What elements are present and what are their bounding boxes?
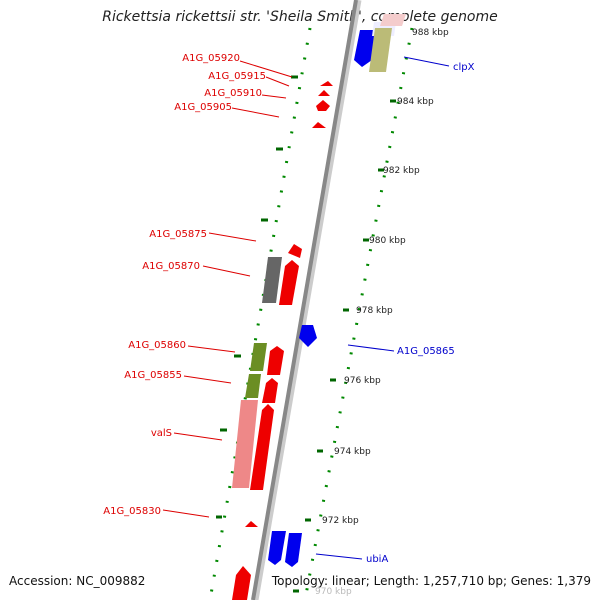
gene-A1G_05870[interactable]	[279, 260, 299, 305]
gene-label[interactable]: A1G_05905	[174, 102, 232, 113]
gene-ubiA[interactable]	[285, 533, 302, 567]
gene-A1G_05865[interactable]	[299, 325, 317, 347]
gene-label[interactable]: A1G_05830	[103, 506, 161, 517]
left-ticks	[216, 75, 298, 519]
gene-A1G_05875[interactable]	[288, 244, 302, 258]
gene-label[interactable]: A1G_05915	[208, 71, 266, 82]
gene-A1G_05870-gray[interactable]	[262, 257, 282, 303]
scale-ticks	[293, 99, 396, 593]
gene-label[interactable]: A1G_05865	[397, 346, 455, 357]
gene-A1G_05855[interactable]	[262, 378, 278, 403]
gene-label[interactable]: A1G_05855	[124, 370, 182, 381]
accession-text: Accession: NC_009882	[9, 574, 146, 588]
gene-clpX[interactable]	[369, 28, 392, 72]
gene-label[interactable]: clpX	[453, 62, 475, 73]
backbone-line	[251, 0, 358, 600]
gene-label[interactable]: A1G_05870	[142, 261, 200, 272]
scale-label: 972 kbp	[322, 516, 359, 526]
gene-label[interactable]: valS	[151, 428, 172, 439]
left-leaders	[162, 60, 293, 518]
gene-valS[interactable]	[250, 404, 274, 490]
gene-valS-pink[interactable]	[232, 400, 258, 488]
gene-bottom-red[interactable]	[232, 566, 251, 600]
gene-label[interactable]: ubiA	[366, 554, 388, 565]
scale-label: 978 kbp	[356, 306, 393, 316]
gene-top-pink[interactable]	[380, 14, 406, 26]
gene-label[interactable]: A1G_05910	[204, 88, 262, 99]
scale-label: 974 kbp	[334, 447, 371, 457]
scale-label: 976 kbp	[344, 376, 381, 386]
gene-A1G_05860[interactable]	[267, 346, 284, 375]
gene-clpX-blue[interactable]	[354, 30, 376, 67]
right-leaders	[315, 56, 450, 560]
gene-A1G_05830[interactable]	[245, 521, 258, 527]
gene-label[interactable]: A1G_05920	[182, 53, 240, 64]
gene-A1G_05920[interactable]	[320, 81, 333, 86]
gene-A1G_05905[interactable]	[312, 122, 326, 128]
gene-A1G_05910[interactable]	[316, 100, 330, 111]
scale-label: 984 kbp	[397, 97, 434, 107]
summary-text: Topology: linear; Length: 1,257,710 bp; …	[271, 574, 591, 588]
scale-label: 988 kbp	[412, 28, 449, 38]
scale-label: 980 kbp	[369, 236, 406, 246]
scale-label: 982 kbp	[383, 166, 420, 176]
gene-A1G_05915[interactable]	[318, 90, 330, 96]
gene-ubiA-a[interactable]	[268, 531, 286, 565]
gene-label[interactable]: A1G_05860	[128, 340, 186, 351]
gene-A1G_05860-olive[interactable]	[250, 343, 267, 371]
gene-A1G_05855-olive[interactable]	[245, 374, 261, 398]
scale-label: 970 kbp	[315, 587, 352, 597]
gene-label[interactable]: A1G_05875	[149, 229, 207, 240]
